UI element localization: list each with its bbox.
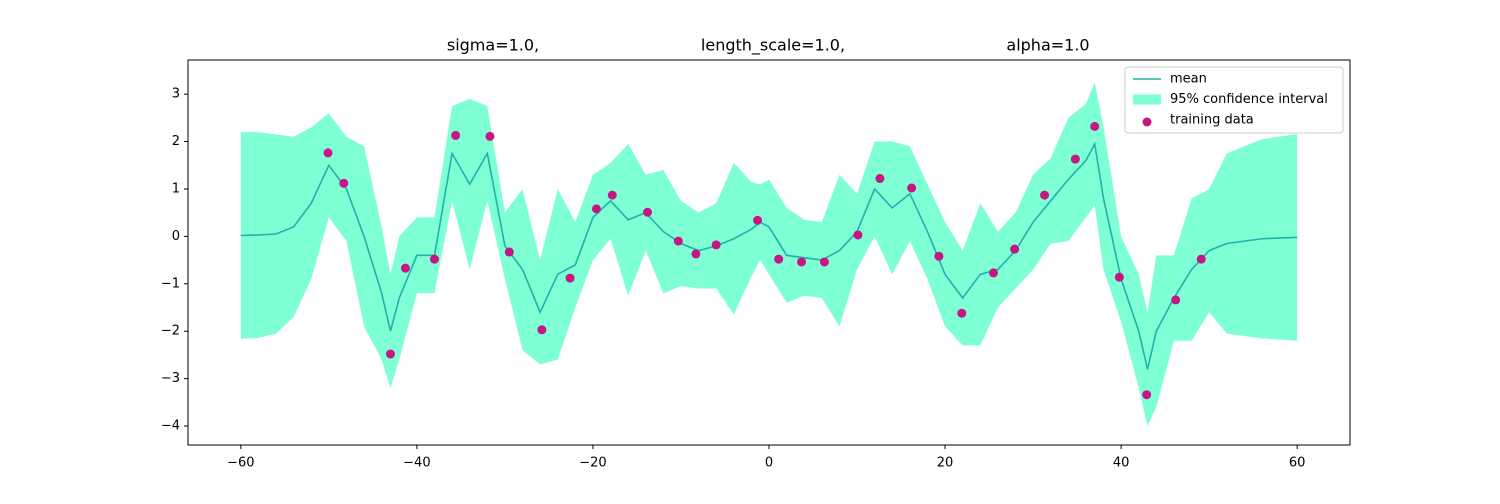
y-tick-label: 3 (172, 87, 180, 102)
chart-title: length_scale=1.0, (701, 36, 845, 56)
confidence-band (240, 82, 1298, 427)
training-point (1196, 254, 1206, 264)
training-point (753, 215, 763, 225)
x-tick-label: −40 (403, 456, 430, 471)
training-point (853, 230, 863, 240)
training-point (385, 349, 395, 359)
chart-title: sigma=1.0, (447, 36, 539, 55)
legend-swatch (1142, 117, 1152, 127)
training-point (797, 257, 807, 267)
training-point (1010, 244, 1020, 254)
training-point (1070, 154, 1080, 164)
y-tick-label: −4 (161, 419, 180, 434)
chart-title: alpha=1.0 (1006, 36, 1089, 55)
training-point (1040, 190, 1050, 200)
training-point (643, 207, 653, 217)
x-tick-label: −20 (579, 456, 606, 471)
training-point (934, 251, 944, 261)
x-tick-label: 20 (937, 456, 954, 471)
training-point (907, 183, 917, 193)
legend-label: 95% confidence interval (1170, 92, 1328, 107)
y-tick-label: 2 (172, 134, 180, 149)
training-point (504, 247, 514, 257)
training-point (591, 204, 601, 214)
training-point (1114, 272, 1124, 282)
x-tick-label: 0 (765, 456, 773, 471)
y-tick-label: 0 (172, 229, 180, 244)
legend-box (1124, 66, 1344, 134)
training-point (774, 254, 784, 264)
legend-swatch (1133, 94, 1161, 105)
legend-label: training data (1170, 113, 1254, 128)
training-point (400, 263, 410, 273)
x-tick-label: −60 (227, 456, 254, 471)
legend-label: mean (1170, 72, 1207, 87)
training-point (323, 148, 333, 158)
y-tick-label: −2 (161, 324, 180, 339)
training-point (1142, 390, 1152, 400)
training-point (673, 236, 683, 246)
x-tick-label: 40 (1113, 456, 1130, 471)
training-point (1171, 295, 1181, 305)
training-point (451, 130, 461, 140)
training-point (819, 257, 829, 267)
training-point (691, 249, 701, 259)
training-point (711, 240, 721, 250)
training-point (485, 131, 495, 141)
training-point (429, 254, 439, 264)
y-tick-label: 1 (172, 181, 180, 196)
x-tick-label: 60 (1289, 456, 1306, 471)
training-point (988, 268, 998, 278)
training-point (875, 174, 885, 184)
training-point (537, 325, 547, 335)
training-point (339, 178, 349, 188)
training-point (1090, 121, 1100, 131)
training-point (957, 308, 967, 318)
training-point (607, 190, 617, 200)
training-point (565, 273, 575, 283)
y-tick-label: −3 (161, 371, 180, 386)
y-tick-label: −1 (161, 276, 180, 291)
